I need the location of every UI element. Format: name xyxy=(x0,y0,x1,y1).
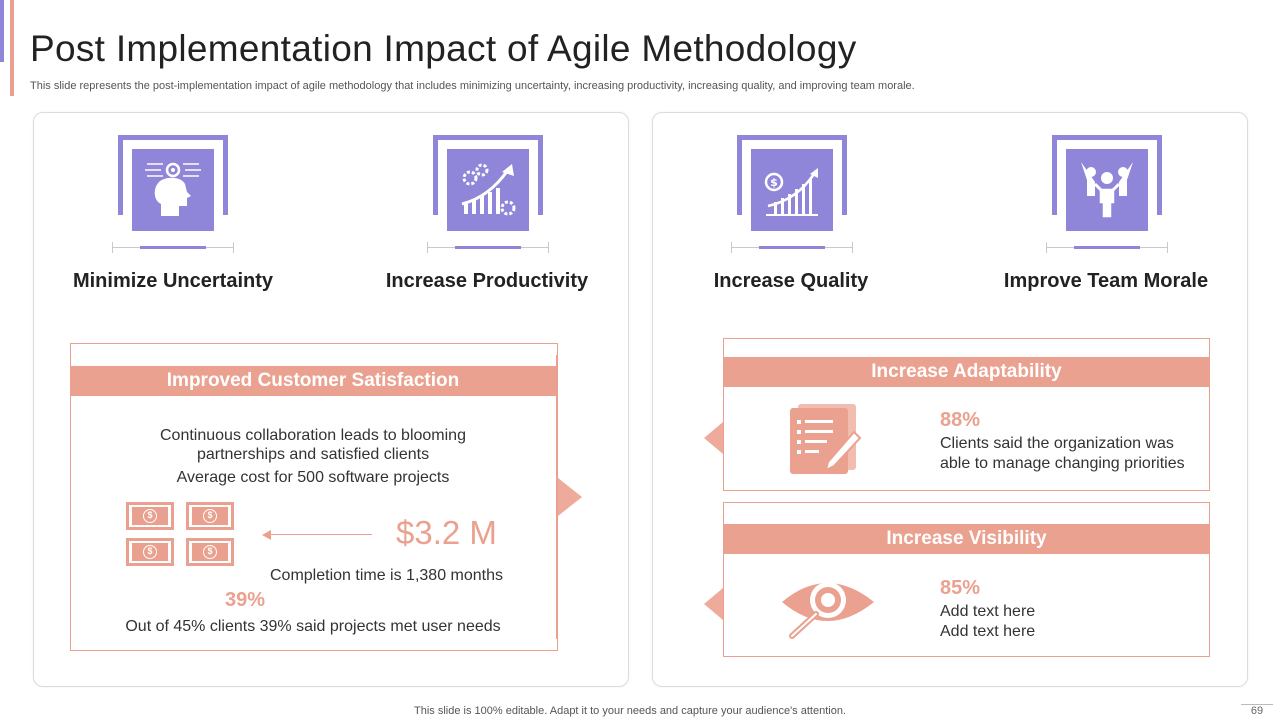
collab-text-line-2: partnerships and satisfied clients xyxy=(196,446,430,463)
slide-footer: This slide is 100% editable. Adapt it to… xyxy=(414,705,846,717)
money-bill-icon: $ xyxy=(186,538,234,566)
money-bill-icon: $ xyxy=(186,502,234,530)
eye-magnifier-icon xyxy=(780,574,876,645)
average-cost-text: Average cost for 500 software projects xyxy=(176,469,450,486)
completion-time-text: Completion time is 1,380 months xyxy=(270,567,503,584)
feature-label: Increase Quality xyxy=(713,270,869,292)
adaptability-text-line-2: able to manage changing priorities xyxy=(940,455,1185,472)
box-edge xyxy=(556,355,558,639)
icon-frame xyxy=(1052,135,1162,215)
growth-chart-gears-icon xyxy=(447,149,529,231)
visibility-text-line-1: Add text here xyxy=(940,603,1036,620)
icon-frame xyxy=(737,135,847,215)
pointer-arrow-right xyxy=(558,478,582,516)
page-number: 69 xyxy=(1241,704,1273,717)
pointer-arrow-left xyxy=(704,422,723,454)
satisfaction-percent: 39% xyxy=(225,589,266,611)
divider-accent xyxy=(1074,246,1140,249)
adaptability-percent: 88% xyxy=(940,409,981,431)
divider-accent xyxy=(455,246,521,249)
customer-satisfaction-header: Improved Customer Satisfaction xyxy=(70,366,556,396)
arrow-left-icon xyxy=(262,530,271,540)
feature-label: Minimize Uncertainty xyxy=(72,270,274,292)
accent-bar-salmon xyxy=(10,0,14,96)
page-title: Post Implementation Impact of Agile Meth… xyxy=(30,28,857,69)
feature-label: Increase Productivity xyxy=(385,270,589,292)
team-celebrate-icon xyxy=(1066,149,1148,231)
divider-accent xyxy=(759,246,825,249)
visibility-text-line-2: Add text here xyxy=(940,623,1036,640)
average-cost-value: $3.2 M xyxy=(396,514,497,551)
icon-frame xyxy=(118,135,228,215)
feature-label: Improve Team Morale xyxy=(1003,270,1209,292)
arrow-left-line xyxy=(264,534,372,535)
user-needs-text: Out of 45% clients 39% said projects met… xyxy=(125,618,501,635)
dollar-growth-icon: $ xyxy=(751,149,833,231)
pointer-arrow-left xyxy=(704,588,723,620)
adaptability-header: Increase Adaptability xyxy=(724,357,1209,387)
divider-accent xyxy=(140,246,206,249)
icon-frame xyxy=(433,135,543,215)
accent-bar-purple xyxy=(0,0,4,62)
visibility-percent: 85% xyxy=(940,577,981,599)
visibility-header: Increase Visibility xyxy=(724,524,1209,554)
head-gear-icon xyxy=(132,149,214,231)
page-subtitle: This slide represents the post-implement… xyxy=(30,80,915,92)
collab-text-line-1: Continuous collaboration leads to bloomi… xyxy=(160,427,466,444)
money-bill-icon: $ xyxy=(126,502,174,530)
money-bill-icon: $ xyxy=(126,538,174,566)
adaptability-text-line-1: Clients said the organization was xyxy=(940,435,1174,452)
svg-text:$: $ xyxy=(770,176,778,189)
document-pencil-icon xyxy=(788,402,864,481)
